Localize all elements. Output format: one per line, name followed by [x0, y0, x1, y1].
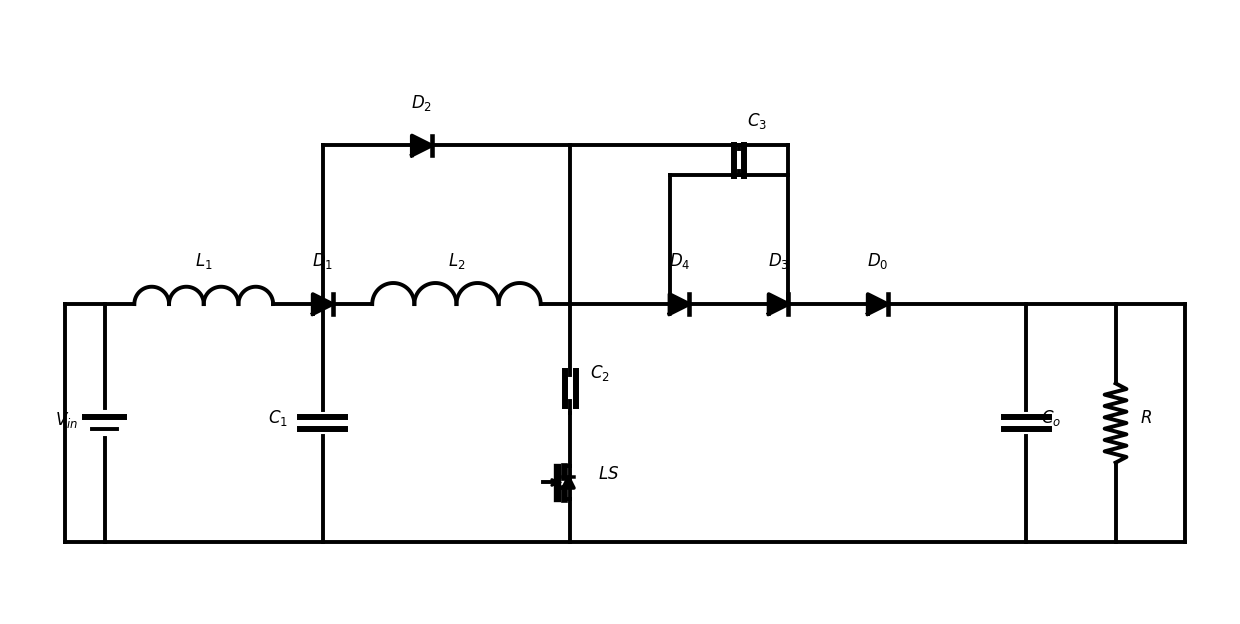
Text: $R$: $R$: [1141, 409, 1152, 427]
Text: $C_3$: $C_3$: [746, 110, 766, 130]
Polygon shape: [312, 294, 332, 314]
Polygon shape: [412, 135, 432, 155]
Text: $D_1$: $D_1$: [312, 251, 334, 271]
Text: $D_3$: $D_3$: [768, 251, 789, 271]
Text: $C_1$: $C_1$: [268, 408, 288, 428]
Text: $C_2$: $C_2$: [590, 363, 610, 383]
Text: $C_o$: $C_o$: [1042, 408, 1061, 428]
Text: $D_2$: $D_2$: [412, 93, 433, 113]
Text: $L_1$: $L_1$: [195, 251, 212, 271]
Text: $LS$: $LS$: [598, 466, 620, 484]
Polygon shape: [868, 294, 888, 314]
Text: $D_4$: $D_4$: [668, 251, 691, 271]
Text: $V_{in}$: $V_{in}$: [56, 410, 78, 430]
Polygon shape: [670, 294, 689, 314]
Polygon shape: [769, 294, 789, 314]
Text: $L_2$: $L_2$: [448, 251, 465, 271]
Polygon shape: [563, 477, 574, 488]
Text: $D_0$: $D_0$: [867, 251, 888, 271]
